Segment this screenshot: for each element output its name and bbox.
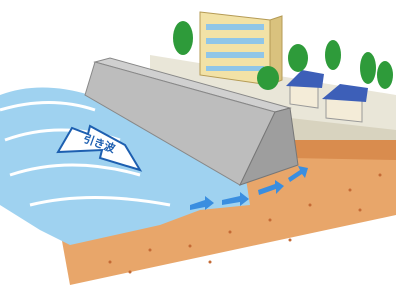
illustration: 引き波 bbox=[0, 0, 396, 291]
soil-top bbox=[290, 140, 396, 160]
